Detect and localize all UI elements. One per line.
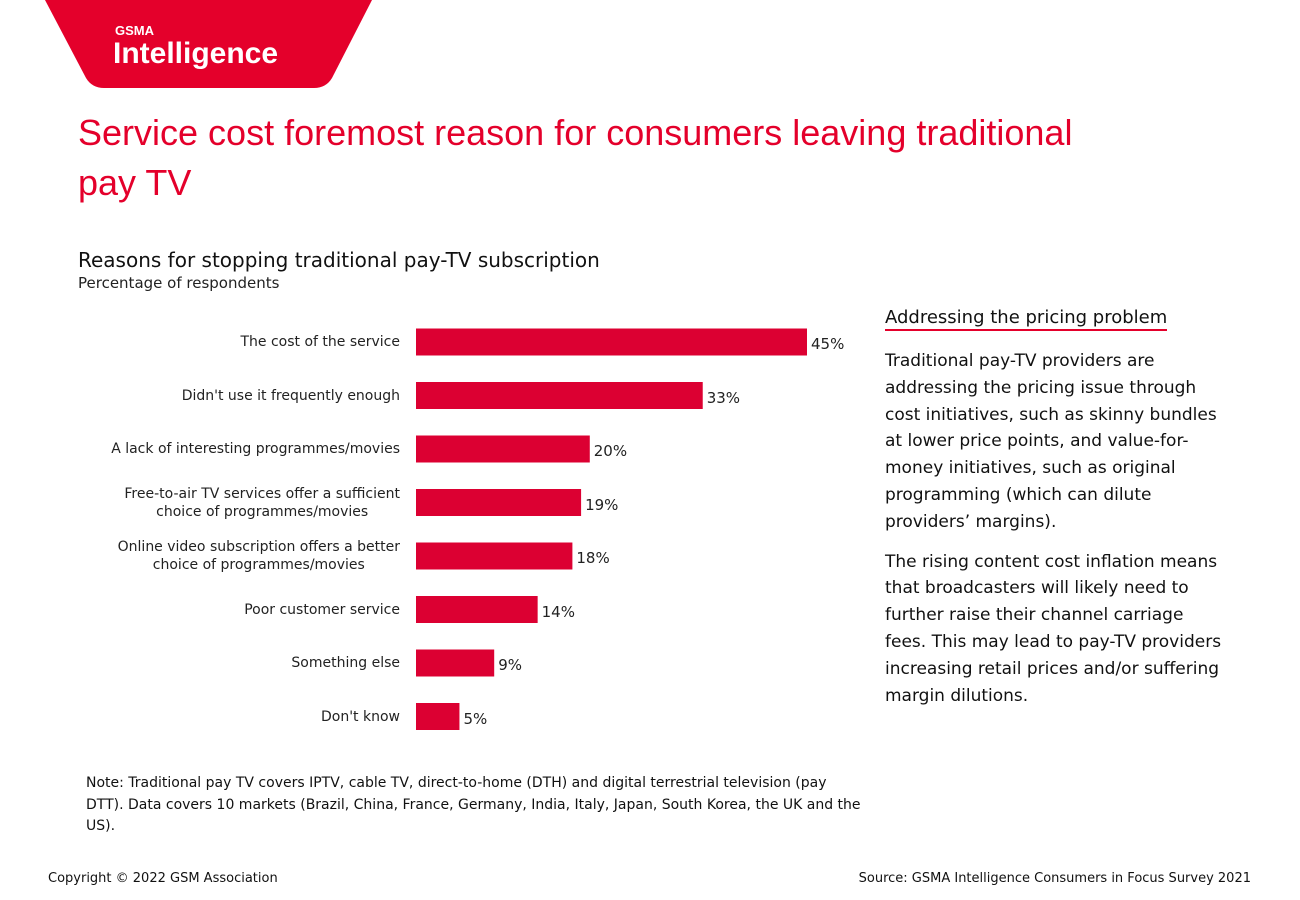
category-label: Free-to-air TV services offer a sufficie…	[124, 485, 400, 520]
note: Note: Traditional pay TV covers IPTV, ca…	[86, 775, 861, 834]
sidebar-heading: Addressing the pricing problem	[885, 307, 1168, 331]
bar	[416, 435, 590, 463]
sidebar-paragraph: Traditional pay-TV providers are address…	[885, 351, 1217, 532]
value-label: 18%	[576, 549, 610, 567]
value-label: 20%	[593, 442, 628, 460]
value-label: 14%	[541, 602, 575, 621]
category-label: Something else	[291, 655, 400, 671]
headline: Service cost foremost reason for consume…	[78, 112, 1073, 203]
logo-name: Intelligence	[113, 37, 278, 70]
bar	[416, 649, 495, 677]
bar	[416, 382, 703, 409]
value-label: 9%	[498, 656, 522, 674]
category-label: Online video subscription offers a bette…	[117, 539, 400, 573]
category-label: Poor customer service	[244, 601, 400, 618]
category-label: Don't know	[320, 708, 400, 725]
value-label: 33%	[706, 388, 741, 407]
bar	[416, 489, 582, 516]
logo-shape	[45, 0, 372, 88]
chart-title: Reasons for stopping traditional pay-TV …	[78, 248, 600, 272]
category-label: The cost of the service	[240, 334, 400, 350]
value-label: 5%	[463, 709, 488, 728]
value-label: 45%	[811, 335, 845, 353]
source: Source: GSMA Intelligence Consumers in F…	[858, 871, 1251, 886]
value-label: 19%	[585, 495, 619, 514]
logo-brand: GSMA	[115, 23, 155, 38]
sidebar-paragraph: The rising content cost inflation means …	[885, 551, 1222, 706]
sidebar-body: Traditional pay-TV providers are address…	[885, 348, 1225, 722]
category-label: A lack of interesting programmes/movies	[111, 441, 400, 457]
chart-subtitle: Percentage of respondents	[78, 274, 280, 292]
bars	[416, 328, 807, 730]
bar	[416, 703, 460, 730]
bar	[416, 328, 807, 356]
bar	[416, 542, 573, 570]
bar	[416, 596, 538, 623]
category-label: Didn't use it frequently enough	[181, 387, 400, 404]
copyright: Copyright © 2022 GSM Association	[48, 871, 278, 886]
